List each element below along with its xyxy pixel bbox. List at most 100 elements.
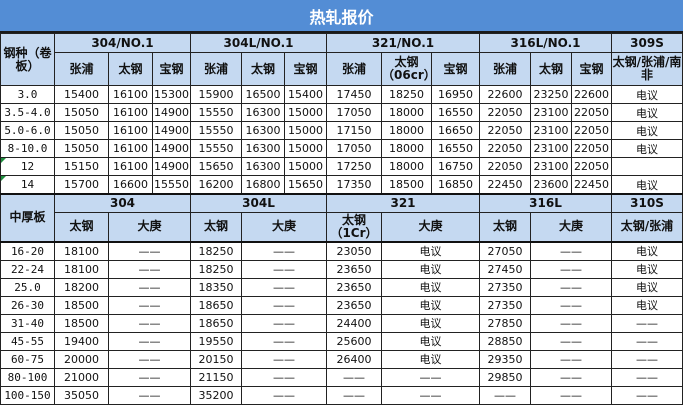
price-cell: 23100 xyxy=(530,103,572,122)
price-cell: 20150 xyxy=(190,349,242,369)
price-cell: —— xyxy=(611,331,683,351)
price-table: 钢种（卷板） 304/NO.1 304L/NO.1 321/NO.1 316L/NO.1… xyxy=(0,33,683,405)
price-cell: 15400 xyxy=(284,85,327,104)
price-cell: —— xyxy=(108,277,191,297)
price-cell: 22050 xyxy=(571,103,612,122)
coil-corner-label: 钢种（卷板） xyxy=(0,33,55,86)
price-cell: 16650 xyxy=(431,121,480,140)
price-cell xyxy=(611,157,683,176)
price-cell: 14900 xyxy=(152,157,191,176)
column-header: 太钢/张浦/南非 xyxy=(611,52,683,86)
price-cell: 电议 xyxy=(381,313,480,333)
spec-cell: 8-10.0 xyxy=(0,139,55,158)
price-cell: —— xyxy=(530,331,612,351)
price-cell: 14900 xyxy=(152,139,191,158)
price-cell: 16550 xyxy=(431,103,480,122)
column-header: 张浦 xyxy=(190,52,242,86)
table-row: 12 15150 16100 14900 15650 16300 15000 17250 180… xyxy=(0,157,683,176)
spec-cell: 22-24 xyxy=(0,259,55,279)
price-cell: 23650 xyxy=(326,295,382,315)
price-cell: 18000 xyxy=(381,121,432,140)
column-header: 太钢 xyxy=(190,212,242,242)
price-cell: —— xyxy=(241,313,327,333)
price-cell: 15550 xyxy=(190,139,242,158)
price-cell: 15000 xyxy=(284,103,327,122)
spec-cell: 12 xyxy=(0,157,55,176)
price-cell: —— xyxy=(241,349,327,369)
spec-cell: 25.0 xyxy=(0,277,55,297)
price-cell: 16100 xyxy=(108,85,153,104)
price-cell: 21150 xyxy=(190,367,242,387)
price-cell: 23250 xyxy=(530,85,572,104)
price-cell: 28850 xyxy=(479,331,531,351)
column-header: 宝钢 xyxy=(431,52,480,86)
group-header: 316L/NO.1 xyxy=(479,33,612,53)
price-cell: 15650 xyxy=(284,175,327,195)
price-cell: —— xyxy=(241,385,327,405)
price-cell: —— xyxy=(530,295,612,315)
price-cell: 16300 xyxy=(241,121,285,140)
group-header: 309S xyxy=(611,33,683,53)
price-cell: 23650 xyxy=(326,277,382,297)
column-header: 太钢（1Cr） xyxy=(326,212,382,242)
price-cell: 16500 xyxy=(241,85,285,104)
price-cell: —— xyxy=(530,240,612,261)
price-cell: 15050 xyxy=(54,121,109,140)
price-cell: —— xyxy=(326,385,382,405)
price-cell: —— xyxy=(611,313,683,333)
group-header: 304L xyxy=(190,193,327,213)
price-cell: 电议 xyxy=(611,103,683,122)
price-cell: 18100 xyxy=(54,259,109,279)
price-cell: 16100 xyxy=(108,157,153,176)
price-cell: —— xyxy=(108,367,191,387)
price-cell: —— xyxy=(611,367,683,387)
price-cell: 26400 xyxy=(326,349,382,369)
price-cell: 27050 xyxy=(479,240,531,261)
column-header: 宝钢 xyxy=(284,52,327,86)
price-cell: 18200 xyxy=(54,277,109,297)
table-row: 60-75 20000 —— 20150 —— 26400 电议 29350 —— —— xyxy=(0,349,683,369)
group-header: 321/NO.1 xyxy=(326,33,480,53)
table-row: 80-100 21000 —— 21150 —— —— —— 29850 —— —— xyxy=(0,367,683,387)
price-cell: 16850 xyxy=(431,175,480,195)
price-cell: —— xyxy=(611,385,683,405)
price-cell: 18350 xyxy=(190,277,242,297)
table-row: 3.0 15400 16100 15300 15900 16500 15400 17450 18… xyxy=(0,85,683,104)
price-cell: 29350 xyxy=(479,349,531,369)
price-cell: 18500 xyxy=(381,175,432,195)
table-row: 26-30 18500 —— 18650 —— 23650 电议 27350 —— 电议 xyxy=(0,295,683,315)
price-cell: 22050 xyxy=(479,139,531,158)
price-cell: 23650 xyxy=(326,259,382,279)
group-header: 316L xyxy=(479,193,612,213)
column-header: 大庚 xyxy=(241,212,327,242)
price-cell: 22050 xyxy=(571,121,612,140)
price-cell: 16800 xyxy=(241,175,285,195)
table-row: 16-20 18100 —— 18250 —— 23050 电议 27050 —— 电议 xyxy=(0,240,683,261)
spec-cell: 3.0 xyxy=(0,85,55,104)
price-cell: 16300 xyxy=(241,139,285,158)
price-cell: 16550 xyxy=(431,139,480,158)
price-cell: 18000 xyxy=(381,139,432,158)
price-cell: 22050 xyxy=(571,157,612,176)
price-cell: —— xyxy=(381,367,480,387)
column-header: 张浦 xyxy=(54,52,109,86)
column-header: 宝钢 xyxy=(152,52,191,86)
table-row: 5.0-6.0 15050 16100 14900 15550 16300 15000 171… xyxy=(0,121,683,140)
column-header: 太钢 xyxy=(54,212,109,242)
price-cell: 电议 xyxy=(611,295,683,315)
price-cell: 电议 xyxy=(611,175,683,195)
spec-cell: 14 xyxy=(0,175,55,195)
price-cell: —— xyxy=(108,313,191,333)
price-cell: 27850 xyxy=(479,313,531,333)
price-cell: 23050 xyxy=(326,240,382,261)
price-cell: 23600 xyxy=(530,175,572,195)
price-cell: —— xyxy=(108,331,191,351)
price-cell: 14900 xyxy=(152,121,191,140)
spec-cell: 26-30 xyxy=(0,295,55,315)
price-cell: —— xyxy=(108,349,191,369)
price-cell: —— xyxy=(108,385,191,405)
column-header: 太钢 xyxy=(108,52,153,86)
price-cell: 17450 xyxy=(326,85,382,104)
price-cell: —— xyxy=(241,240,327,261)
price-cell: 15000 xyxy=(284,157,327,176)
